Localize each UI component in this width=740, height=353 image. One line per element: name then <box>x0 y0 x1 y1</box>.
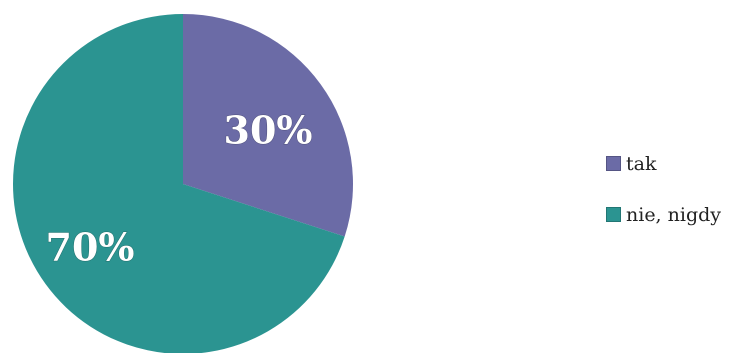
legend: tak nie, nigdy <box>606 150 721 228</box>
pie-slice-tak <box>183 14 353 237</box>
legend-label-nie-nigdy: nie, nigdy <box>626 203 722 226</box>
legend-item-nie-nigdy: nie, nigdy <box>606 201 721 228</box>
legend-swatch-nie-nigdy <box>606 207 621 222</box>
legend-swatch-tak <box>606 156 621 171</box>
data-label-tak: 30% <box>224 108 313 153</box>
legend-label-tak: tak <box>626 152 657 175</box>
legend-item-tak: tak <box>606 150 721 177</box>
pie-slice-nie-nigdy <box>13 14 345 353</box>
data-label-nie-nigdy: 70% <box>46 225 135 270</box>
